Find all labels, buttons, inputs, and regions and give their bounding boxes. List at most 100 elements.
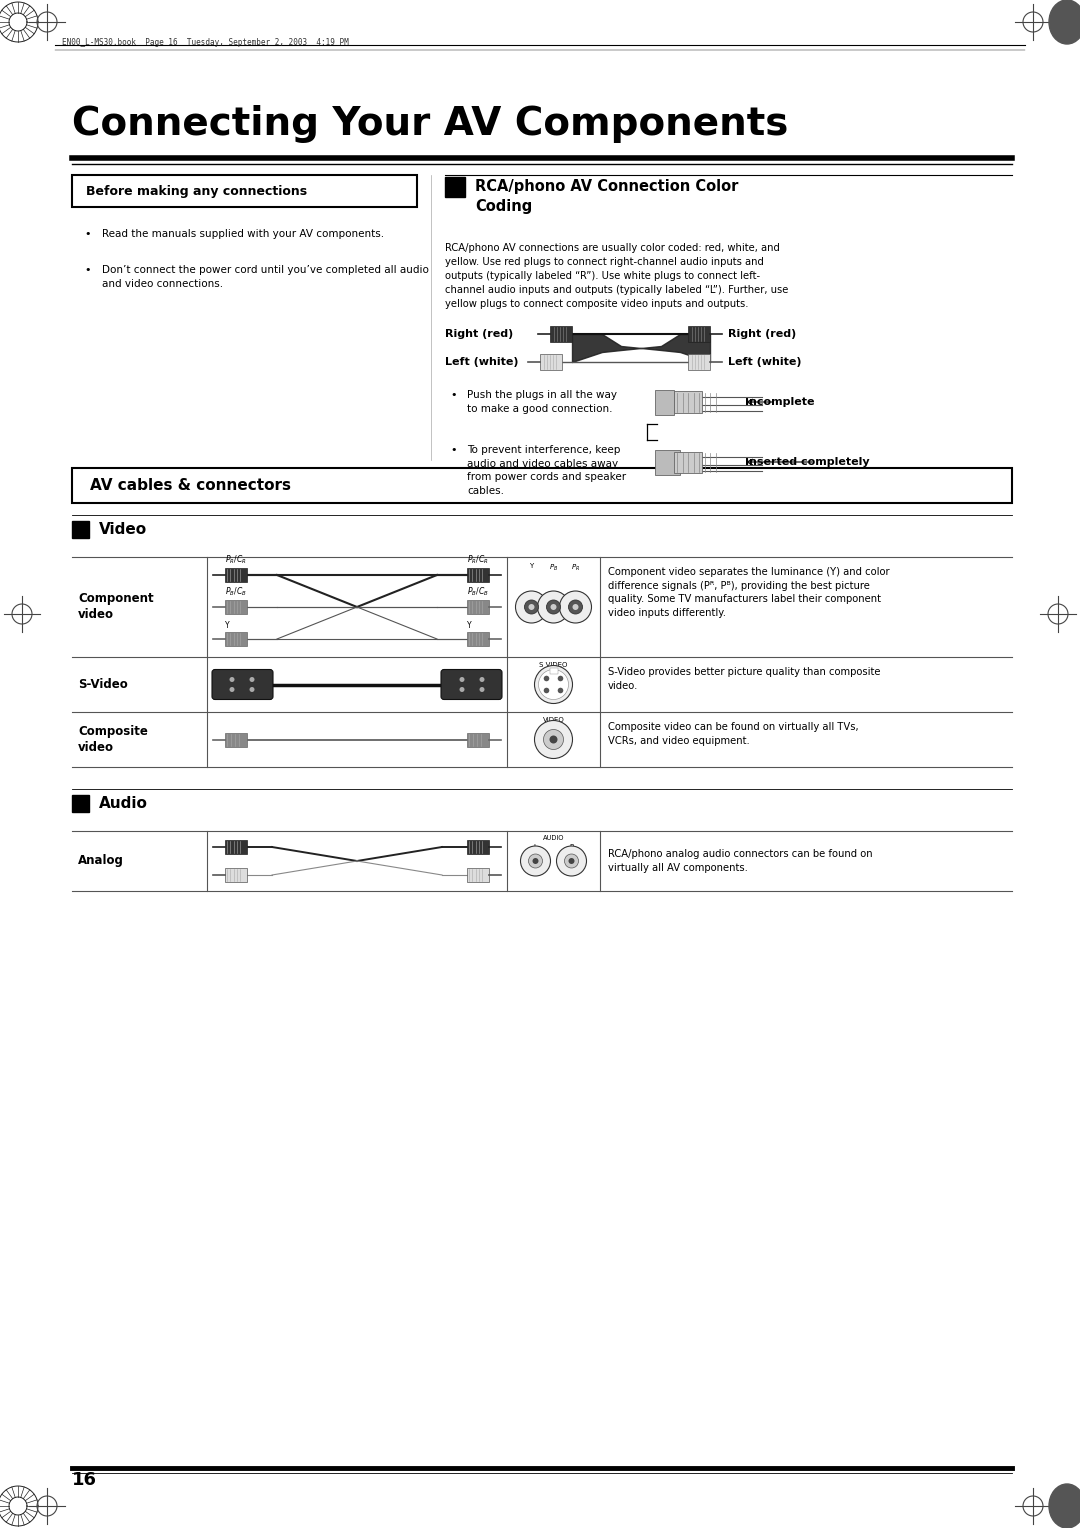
- Text: Right (red): Right (red): [445, 329, 513, 339]
- Text: Don’t connect the power cord until you’ve completed all audio
and video connecti: Don’t connect the power cord until you’v…: [102, 264, 429, 289]
- Text: •: •: [450, 445, 457, 455]
- Text: $P_B/C_B$: $P_B/C_B$: [225, 585, 246, 597]
- Bar: [540, 354, 562, 370]
- Text: RCA/phono analog audio connectors can be found on
virtually all AV components.: RCA/phono analog audio connectors can be…: [608, 850, 873, 872]
- Text: RCA/phono AV Connection Color
Coding: RCA/phono AV Connection Color Coding: [475, 179, 739, 214]
- Text: Before making any connections: Before making any connections: [86, 185, 307, 197]
- Text: EN00_L-MS30.book  Page 16  Tuesday, September 2, 2003  4:19 PM: EN00_L-MS30.book Page 16 Tuesday, Septem…: [62, 38, 349, 47]
- Bar: [467, 601, 489, 614]
- FancyBboxPatch shape: [212, 669, 273, 700]
- Circle shape: [535, 666, 572, 703]
- Bar: [674, 451, 702, 472]
- Text: RCA/phono AV connections are usually color coded: red, white, and
yellow. Use re: RCA/phono AV connections are usually col…: [445, 243, 788, 309]
- Circle shape: [539, 669, 568, 700]
- Text: S-Video provides better picture quality than composite
video.: S-Video provides better picture quality …: [608, 668, 880, 691]
- Text: R: R: [569, 843, 573, 850]
- Text: •: •: [84, 264, 91, 275]
- Circle shape: [543, 729, 564, 750]
- Circle shape: [559, 591, 592, 623]
- Bar: [654, 449, 679, 475]
- Text: Right (red): Right (red): [728, 329, 796, 339]
- Text: Component video separates the luminance (Y) and color
difference signals (Pᴿ, Pᴮ: Component video separates the luminance …: [608, 567, 890, 617]
- Text: Analog: Analog: [78, 854, 124, 868]
- Text: Left (white): Left (white): [445, 358, 518, 367]
- Bar: [688, 325, 710, 342]
- Circle shape: [572, 604, 579, 610]
- Circle shape: [538, 591, 569, 623]
- Circle shape: [556, 847, 586, 876]
- Bar: [225, 868, 247, 882]
- Circle shape: [459, 677, 464, 681]
- Circle shape: [551, 604, 556, 610]
- Circle shape: [515, 591, 548, 623]
- Circle shape: [543, 675, 550, 681]
- Text: Composite video can be found on virtually all TVs,
VCRs, and video equipment.: Composite video can be found on virtuall…: [608, 723, 859, 746]
- Circle shape: [557, 688, 564, 694]
- Circle shape: [480, 677, 485, 681]
- Text: •: •: [84, 229, 91, 238]
- Text: AV cables & connectors: AV cables & connectors: [90, 478, 291, 494]
- Bar: [674, 391, 702, 413]
- Bar: [467, 840, 489, 854]
- Bar: [225, 732, 247, 747]
- Circle shape: [249, 677, 255, 681]
- Bar: [225, 840, 247, 854]
- Text: Incomplete: Incomplete: [745, 397, 814, 406]
- Bar: [225, 633, 247, 646]
- Text: $P_B/C_B$: $P_B/C_B$: [467, 585, 489, 597]
- Text: 16: 16: [72, 1471, 97, 1488]
- Circle shape: [535, 721, 572, 758]
- Bar: [72, 521, 89, 538]
- Text: $P_B$: $P_B$: [549, 562, 558, 573]
- Text: Y: Y: [529, 562, 534, 568]
- Bar: [467, 568, 489, 582]
- Circle shape: [528, 604, 535, 610]
- Circle shape: [521, 847, 551, 876]
- Bar: [467, 732, 489, 747]
- Circle shape: [459, 688, 464, 692]
- Bar: [688, 354, 710, 370]
- FancyBboxPatch shape: [441, 669, 502, 700]
- Text: $P_R/C_R$: $P_R/C_R$: [225, 553, 246, 565]
- Ellipse shape: [1049, 1484, 1080, 1528]
- Bar: [467, 868, 489, 882]
- Circle shape: [249, 688, 255, 692]
- Text: S VIDEO: S VIDEO: [539, 662, 568, 668]
- Circle shape: [230, 677, 234, 681]
- Text: •: •: [450, 390, 457, 400]
- Circle shape: [480, 688, 485, 692]
- Text: To prevent interference, keep
audio and video cables away
from power cords and s: To prevent interference, keep audio and …: [467, 445, 626, 495]
- Bar: [550, 668, 557, 674]
- Circle shape: [546, 601, 561, 614]
- Text: Read the manuals supplied with your AV components.: Read the manuals supplied with your AV c…: [102, 229, 384, 238]
- Text: Left (white): Left (white): [728, 358, 801, 367]
- Bar: [445, 177, 465, 197]
- Circle shape: [525, 601, 539, 614]
- Text: $P_R$: $P_R$: [571, 562, 580, 573]
- Text: Y: Y: [225, 620, 230, 630]
- Bar: [72, 795, 89, 811]
- Text: Video: Video: [99, 523, 147, 536]
- Bar: [72, 176, 417, 206]
- Bar: [550, 325, 572, 342]
- Circle shape: [568, 601, 582, 614]
- Circle shape: [557, 675, 564, 681]
- Bar: [225, 601, 247, 614]
- Circle shape: [528, 854, 542, 868]
- Bar: [654, 390, 674, 414]
- Text: AUDIO: AUDIO: [543, 834, 564, 840]
- Circle shape: [568, 859, 575, 863]
- Text: $P_R/C_R$: $P_R/C_R$: [467, 553, 488, 565]
- Text: Component
video: Component video: [78, 593, 153, 622]
- Bar: [72, 468, 1012, 503]
- Circle shape: [565, 854, 579, 868]
- Bar: [467, 633, 489, 646]
- Text: Connecting Your AV Components: Connecting Your AV Components: [72, 105, 788, 144]
- Text: Inserted completely: Inserted completely: [745, 457, 869, 468]
- Circle shape: [550, 735, 557, 744]
- Text: S-Video: S-Video: [78, 678, 127, 691]
- Circle shape: [532, 859, 539, 863]
- Text: Y: Y: [467, 620, 472, 630]
- Text: Push the plugs in all the way
to make a good connection.: Push the plugs in all the way to make a …: [467, 390, 617, 414]
- Circle shape: [543, 688, 550, 694]
